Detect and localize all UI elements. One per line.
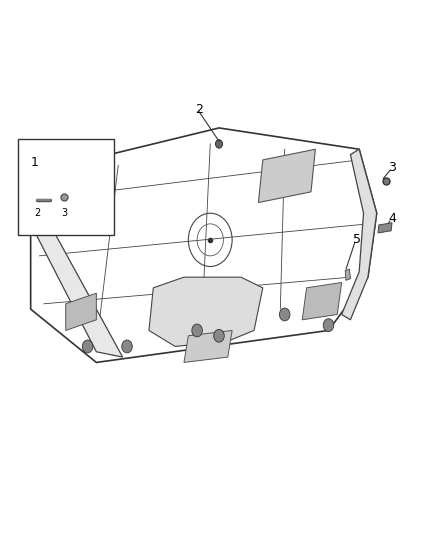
- Polygon shape: [345, 269, 350, 280]
- Text: 2: 2: [34, 208, 40, 218]
- Text: 5: 5: [353, 233, 361, 246]
- Polygon shape: [61, 181, 110, 229]
- Text: 3: 3: [388, 161, 396, 174]
- Polygon shape: [149, 277, 263, 346]
- Circle shape: [214, 329, 224, 342]
- Circle shape: [215, 140, 223, 148]
- Circle shape: [323, 319, 334, 332]
- Circle shape: [82, 340, 93, 353]
- Bar: [18, 139, 114, 235]
- Polygon shape: [342, 149, 377, 320]
- Polygon shape: [258, 149, 315, 203]
- Polygon shape: [378, 223, 392, 233]
- Text: 2: 2: [195, 103, 203, 116]
- Polygon shape: [184, 330, 232, 362]
- Polygon shape: [31, 224, 123, 357]
- Circle shape: [39, 196, 49, 209]
- Polygon shape: [302, 282, 342, 320]
- Text: 1: 1: [31, 156, 39, 169]
- Polygon shape: [66, 293, 96, 330]
- Text: 3: 3: [62, 208, 68, 218]
- Text: 4: 4: [388, 212, 396, 225]
- Circle shape: [122, 340, 132, 353]
- Circle shape: [192, 324, 202, 337]
- Circle shape: [279, 308, 290, 321]
